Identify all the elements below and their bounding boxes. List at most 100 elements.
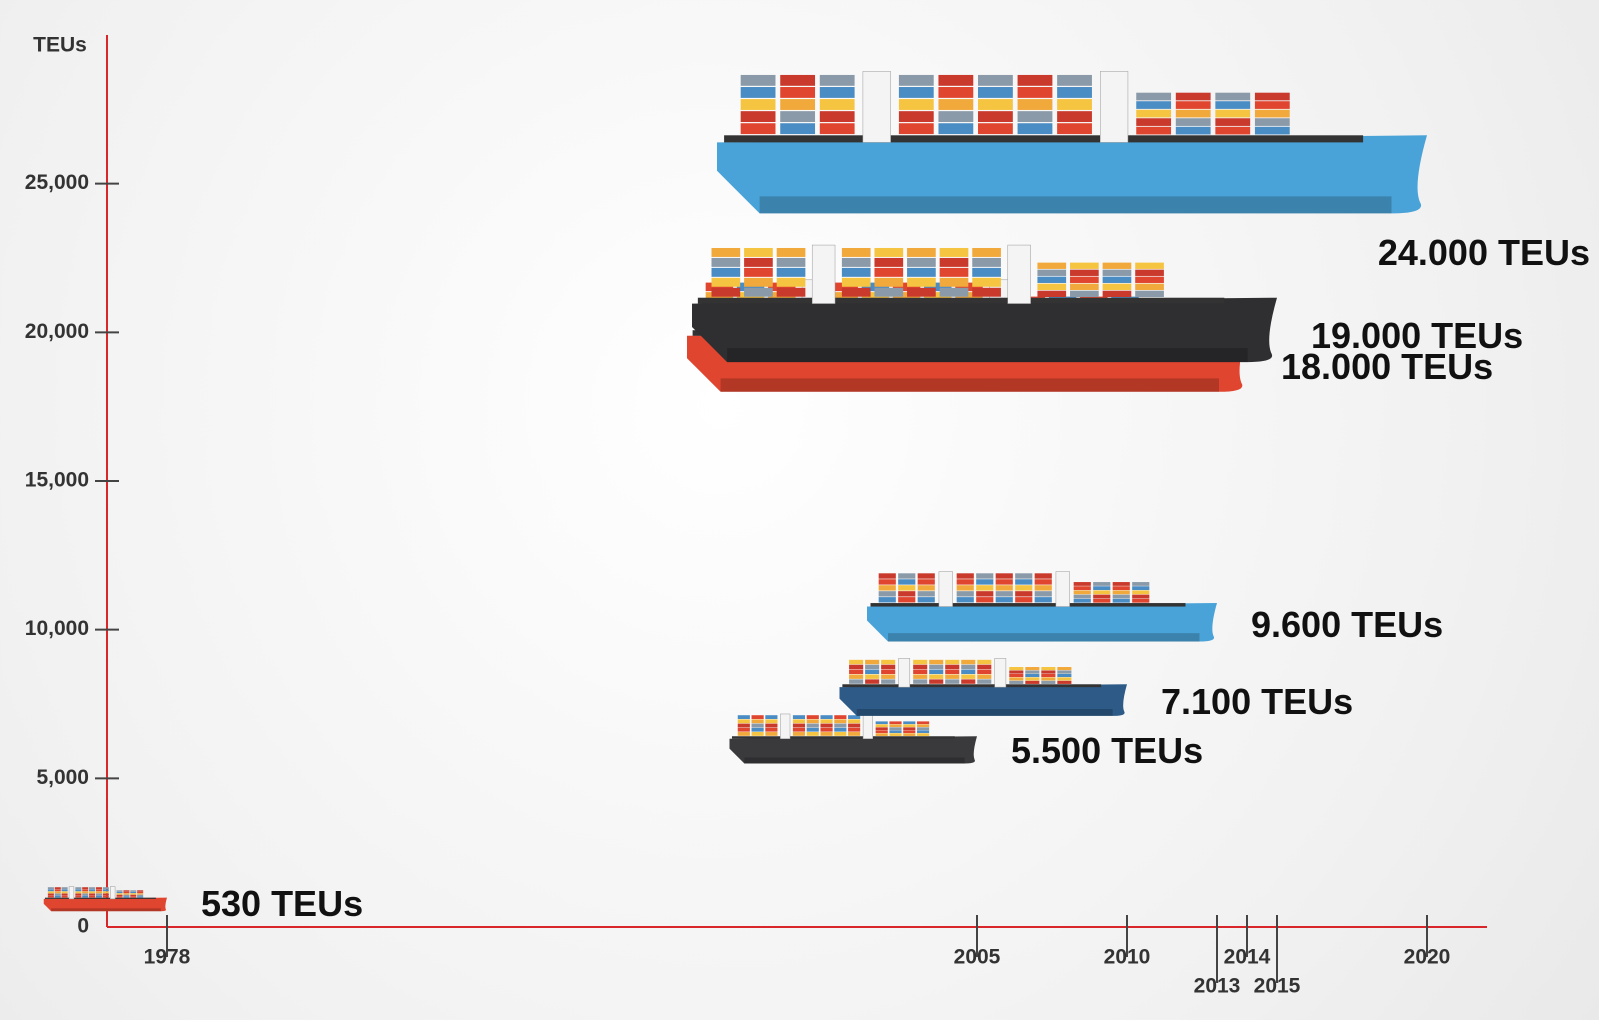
container: [938, 111, 974, 123]
container: [751, 723, 764, 728]
container: [82, 889, 89, 892]
container: [1135, 276, 1164, 283]
container: [945, 664, 960, 670]
container: [978, 99, 1013, 110]
container: [737, 732, 750, 736]
container: [1057, 123, 1092, 135]
container: [929, 664, 944, 670]
container: [819, 123, 855, 135]
container: [878, 579, 896, 585]
container: [865, 669, 880, 675]
container: [820, 732, 833, 736]
container: [137, 894, 144, 897]
container: [861, 282, 890, 292]
container: [995, 585, 1013, 591]
ship: [729, 713, 977, 764]
container: [841, 277, 871, 287]
container: [1041, 677, 1056, 681]
container: [1112, 590, 1130, 595]
container: [977, 669, 992, 675]
container: [89, 893, 96, 896]
container: [898, 573, 916, 579]
container: [881, 664, 896, 670]
container: [89, 891, 96, 894]
container: [1215, 92, 1251, 101]
container: [1175, 126, 1211, 135]
container: [711, 287, 741, 297]
container: [130, 896, 137, 898]
container: [961, 674, 976, 679]
container: [1102, 262, 1132, 269]
container: [1254, 118, 1290, 126]
container: [956, 585, 974, 591]
y-tick-label: 20,000: [25, 320, 89, 343]
container: [1009, 677, 1024, 681]
container: [711, 247, 741, 257]
container: [740, 74, 776, 86]
container: [1025, 677, 1040, 681]
container: [917, 733, 930, 736]
container: [976, 585, 994, 591]
container: [976, 597, 994, 603]
ship-tower: [938, 571, 953, 607]
container: [765, 719, 778, 724]
container: [938, 87, 974, 98]
container: [961, 659, 976, 665]
container: [47, 889, 54, 892]
ship-tower: [780, 713, 791, 739]
container: [95, 891, 102, 894]
container: [841, 257, 871, 267]
container: [1025, 670, 1040, 674]
container: [1093, 594, 1111, 599]
container: [834, 723, 847, 728]
container: [54, 889, 61, 892]
container: [939, 257, 969, 267]
container: [744, 247, 773, 257]
container: [1015, 591, 1033, 597]
container: [874, 287, 904, 297]
container: [907, 267, 936, 277]
container: [972, 257, 1001, 267]
value-label: 5.500 TEUs: [1011, 730, 1203, 771]
ship-tower: [862, 71, 891, 143]
container: [47, 887, 54, 890]
container: [1254, 126, 1290, 135]
value-label: 7.100 TEUs: [1161, 681, 1353, 722]
container: [54, 891, 61, 894]
container: [137, 891, 144, 894]
container: [102, 887, 109, 890]
container: [130, 893, 137, 895]
container: [841, 247, 871, 257]
ship: [43, 886, 167, 912]
ship-keel: [51, 908, 161, 912]
container: [1254, 101, 1290, 109]
x-tick-label: 2020: [1404, 946, 1451, 969]
container: [61, 889, 68, 892]
container: [740, 111, 776, 123]
container: [1015, 585, 1033, 591]
container: [939, 277, 969, 287]
value-label: 18.000 TEUs: [1281, 346, 1493, 387]
container: [116, 890, 123, 892]
container: [956, 573, 974, 579]
container: [917, 724, 930, 728]
container: [1073, 598, 1091, 603]
container: [751, 727, 764, 732]
container: [137, 896, 144, 898]
container: [1112, 586, 1130, 591]
container: [89, 887, 96, 890]
container: [765, 732, 778, 736]
container: [1215, 126, 1251, 135]
container: [820, 719, 833, 724]
container: [945, 659, 960, 665]
container: [1073, 594, 1091, 599]
container: [75, 895, 82, 898]
ship-tower: [994, 658, 1007, 688]
container: [913, 679, 928, 684]
container: [834, 732, 847, 736]
container: [123, 890, 130, 892]
container: [751, 732, 764, 736]
container: [89, 889, 96, 892]
container: [892, 292, 921, 301]
container: [907, 277, 936, 287]
